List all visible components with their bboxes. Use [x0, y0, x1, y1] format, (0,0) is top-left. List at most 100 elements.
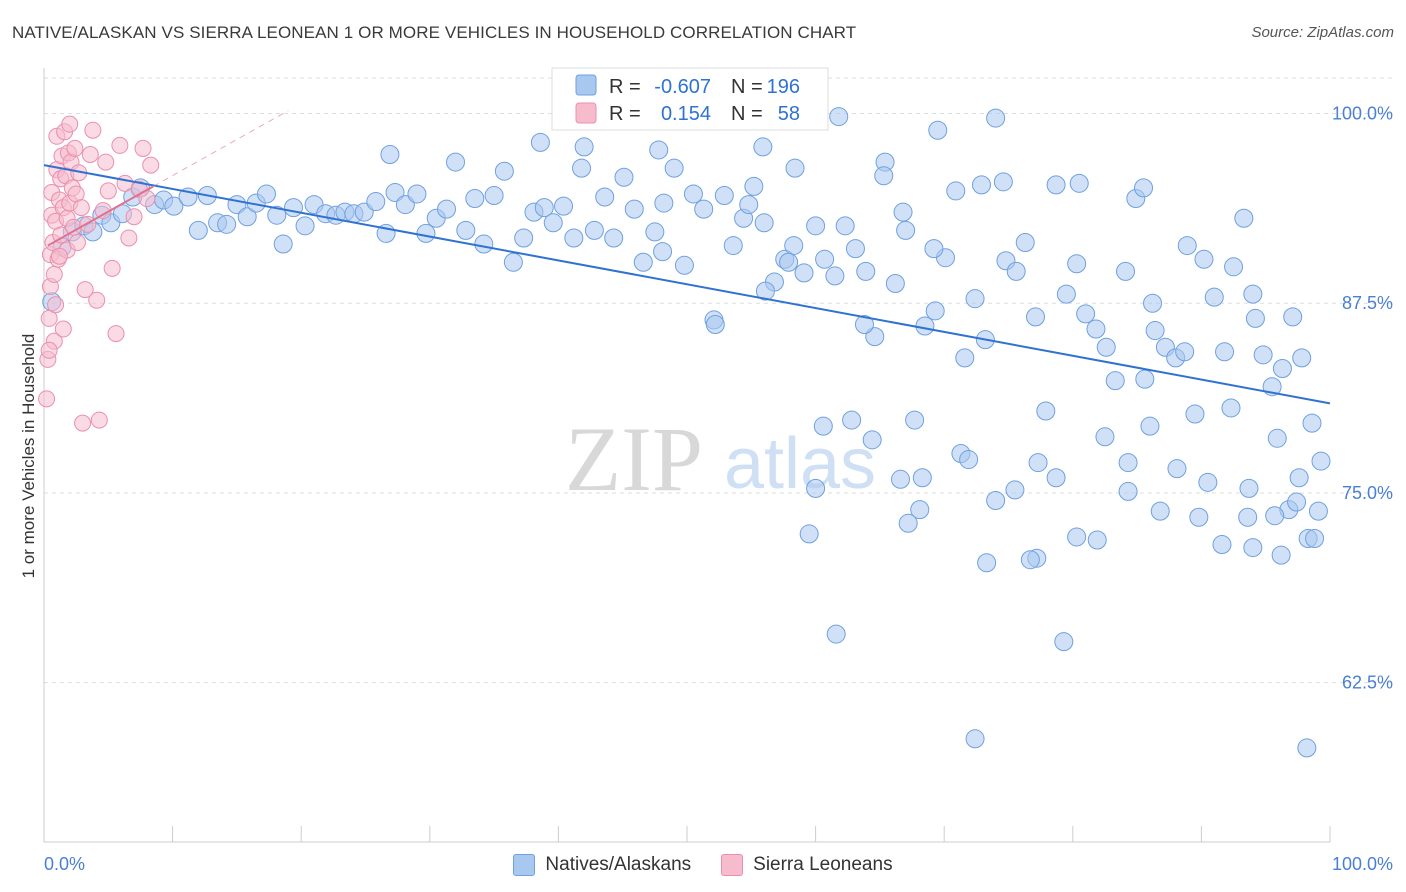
point-sierra-leoneans[interactable]	[116, 174, 134, 192]
point-natives-alaskans[interactable]	[1253, 345, 1273, 365]
point-natives-alaskans[interactable]	[785, 158, 805, 178]
point-natives-alaskans[interactable]	[905, 410, 925, 430]
point-natives-alaskans[interactable]	[705, 314, 725, 334]
point-natives-alaskans[interactable]	[1140, 416, 1160, 436]
point-natives-alaskans[interactable]	[1224, 257, 1244, 277]
point-natives-alaskans[interactable]	[1185, 404, 1205, 424]
point-sierra-leoneans[interactable]	[125, 208, 143, 226]
point-natives-alaskans[interactable]	[1215, 342, 1235, 362]
point-natives-alaskans[interactable]	[1267, 428, 1287, 448]
point-natives-alaskans[interactable]	[1302, 413, 1322, 433]
point-natives-alaskans[interactable]	[815, 249, 835, 269]
point-sierra-leoneans[interactable]	[97, 153, 115, 171]
point-natives-alaskans[interactable]	[723, 236, 743, 256]
point-natives-alaskans[interactable]	[1150, 501, 1170, 521]
point-sierra-leoneans[interactable]	[50, 247, 68, 265]
point-natives-alaskans[interactable]	[993, 172, 1013, 192]
point-natives-alaskans[interactable]	[912, 468, 932, 488]
point-natives-alaskans[interactable]	[514, 228, 534, 248]
point-sierra-leoneans[interactable]	[107, 325, 125, 343]
point-natives-alaskans[interactable]	[829, 107, 849, 127]
point-natives-alaskans[interactable]	[645, 222, 665, 242]
point-natives-alaskans[interactable]	[188, 220, 208, 240]
point-natives-alaskans[interactable]	[574, 137, 594, 157]
point-natives-alaskans[interactable]	[1311, 451, 1331, 471]
point-natives-alaskans[interactable]	[1116, 261, 1136, 281]
point-natives-alaskans[interactable]	[1243, 538, 1263, 558]
point-natives-alaskans[interactable]	[885, 274, 905, 294]
point-sierra-leoneans[interactable]	[61, 115, 79, 133]
point-natives-alaskans[interactable]	[739, 195, 759, 215]
point-natives-alaskans[interactable]	[1046, 175, 1066, 195]
point-natives-alaskans[interactable]	[385, 182, 405, 202]
point-natives-alaskans[interactable]	[1272, 358, 1292, 378]
point-natives-alaskans[interactable]	[474, 234, 494, 254]
point-natives-alaskans[interactable]	[813, 416, 833, 436]
point-sierra-leoneans[interactable]	[111, 136, 129, 154]
point-natives-alaskans[interactable]	[826, 624, 846, 644]
point-natives-alaskans[interactable]	[1134, 178, 1154, 198]
point-natives-alaskans[interactable]	[1271, 545, 1291, 565]
point-natives-alaskans[interactable]	[799, 524, 819, 544]
point-natives-alaskans[interactable]	[484, 185, 504, 205]
point-sierra-leoneans[interactable]	[54, 320, 72, 338]
point-natives-alaskans[interactable]	[714, 185, 734, 205]
point-natives-alaskans[interactable]	[256, 184, 276, 204]
point-sierra-leoneans[interactable]	[45, 265, 63, 283]
point-natives-alaskans[interactable]	[1177, 236, 1197, 256]
point-natives-alaskans[interactable]	[865, 327, 885, 347]
point-natives-alaskans[interactable]	[595, 187, 615, 207]
point-natives-alaskans[interactable]	[649, 140, 669, 160]
point-natives-alaskans[interactable]	[779, 252, 799, 272]
point-sierra-leoneans[interactable]	[142, 156, 160, 174]
point-natives-alaskans[interactable]	[633, 252, 653, 272]
point-natives-alaskans[interactable]	[664, 158, 684, 178]
point-sierra-leoneans[interactable]	[103, 259, 121, 277]
point-natives-alaskans[interactable]	[915, 316, 935, 336]
point-natives-alaskans[interactable]	[910, 500, 930, 520]
point-natives-alaskans[interactable]	[835, 216, 855, 236]
point-natives-alaskans[interactable]	[530, 132, 550, 152]
point-natives-alaskans[interactable]	[1118, 481, 1138, 501]
point-natives-alaskans[interactable]	[1194, 249, 1214, 269]
point-natives-alaskans[interactable]	[1028, 453, 1048, 473]
point-natives-alaskans[interactable]	[896, 220, 916, 240]
point-sierra-leoneans[interactable]	[84, 121, 102, 139]
point-natives-alaskans[interactable]	[295, 216, 315, 236]
point-natives-alaskans[interactable]	[572, 158, 592, 178]
point-natives-alaskans[interactable]	[1189, 507, 1209, 527]
point-natives-alaskans[interactable]	[446, 152, 466, 172]
point-natives-alaskans[interactable]	[380, 145, 400, 165]
point-sierra-leoneans[interactable]	[76, 281, 94, 299]
point-natives-alaskans[interactable]	[273, 234, 293, 254]
point-natives-alaskans[interactable]	[955, 348, 975, 368]
point-natives-alaskans[interactable]	[416, 223, 436, 243]
point-natives-alaskans[interactable]	[1289, 468, 1309, 488]
point-natives-alaskans[interactable]	[893, 202, 913, 222]
point-natives-alaskans[interactable]	[283, 198, 303, 218]
point-natives-alaskans[interactable]	[959, 450, 979, 470]
point-natives-alaskans[interactable]	[784, 236, 804, 256]
point-sierra-leoneans[interactable]	[38, 390, 56, 408]
point-natives-alaskans[interactable]	[624, 199, 644, 219]
point-natives-alaskans[interactable]	[1143, 293, 1163, 313]
point-natives-alaskans[interactable]	[1015, 233, 1035, 253]
point-natives-alaskans[interactable]	[456, 220, 476, 240]
point-natives-alaskans[interactable]	[1297, 738, 1317, 758]
point-sierra-leoneans[interactable]	[47, 296, 65, 314]
point-sierra-leoneans[interactable]	[99, 182, 117, 200]
point-sierra-leoneans[interactable]	[88, 291, 106, 309]
point-natives-alaskans[interactable]	[1167, 459, 1187, 479]
point-natives-alaskans[interactable]	[1087, 530, 1107, 550]
point-natives-alaskans[interactable]	[1105, 371, 1125, 391]
point-natives-alaskans[interactable]	[845, 239, 865, 259]
point-natives-alaskans[interactable]	[564, 228, 584, 248]
point-natives-alaskans[interactable]	[1175, 342, 1195, 362]
point-natives-alaskans[interactable]	[1234, 208, 1254, 228]
point-natives-alaskans[interactable]	[1056, 284, 1076, 304]
point-natives-alaskans[interactable]	[1292, 348, 1312, 368]
point-sierra-leoneans[interactable]	[40, 309, 58, 327]
point-natives-alaskans[interactable]	[694, 199, 714, 219]
point-sierra-leoneans[interactable]	[66, 139, 84, 157]
point-natives-alaskans[interactable]	[1238, 507, 1258, 527]
